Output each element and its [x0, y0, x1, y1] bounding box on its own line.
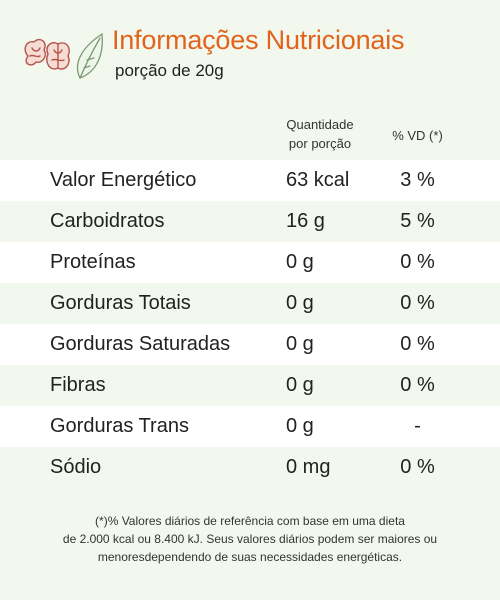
nutrient-daily-value: 0 % — [400, 374, 435, 396]
table-row: Gorduras Saturadas 0 g 0 % — [0, 324, 500, 365]
nutrient-quantity: 0 g — [286, 333, 314, 355]
table-row: Carboidratos 16 g 5 % — [0, 201, 500, 242]
footnote-line: de 2.000 kcal ou 8.400 kJ. Seus valores … — [62, 532, 438, 546]
nutrient-name: Sódio — [50, 456, 102, 478]
quantity-header-line1: Quantidade — [286, 117, 354, 132]
nutrient-quantity: 0 g — [286, 374, 314, 396]
nutrient-quantity: 0 mg — [286, 456, 331, 478]
nutrient-daily-value: 0 % — [400, 456, 435, 478]
table-row: Gorduras Trans 0 g - — [0, 406, 500, 447]
footnote-line: (*)% Valores diários de referência com b… — [95, 514, 405, 528]
page-title: Informações Nutricionais — [112, 25, 405, 55]
nutrition-table: Valor Energético 63 kcal 3 % Carboidrato… — [0, 160, 500, 488]
table-row: Valor Energético 63 kcal 3 % — [0, 160, 500, 201]
nutrient-daily-value: 3 % — [400, 169, 435, 191]
footnote-line: menoresdependendo de suas necessidades e… — [97, 550, 403, 564]
nutrient-quantity: 0 g — [286, 292, 314, 314]
nutrient-daily-value: 0 % — [400, 292, 435, 314]
nutrient-name: Carboidratos — [50, 210, 165, 232]
table-row: Proteínas 0 g 0 % — [0, 242, 500, 283]
nutrient-name: Fibras — [50, 374, 106, 396]
quantity-header-line2: por porção — [288, 136, 352, 151]
nutrient-quantity: 63 kcal — [286, 169, 350, 191]
table-row: Sódio 0 mg 0 % — [0, 447, 500, 488]
nuts-and-leaf-icon — [24, 32, 103, 79]
table-row: Gorduras Totais 0 g 0 % — [0, 283, 500, 324]
nutrient-quantity: 0 g — [286, 415, 314, 437]
nutrient-name: Proteínas — [50, 251, 136, 273]
nutrient-daily-value: 0 % — [400, 333, 435, 355]
table-row: Fibras 0 g 0 % — [0, 365, 500, 406]
nutrient-name: Gorduras Trans — [50, 415, 189, 437]
quantity-column-header: Quantidade por porção — [270, 115, 370, 153]
footnote: (*)% Valores diários de referência com b… — [20, 512, 480, 566]
nutrient-quantity: 0 g — [286, 251, 314, 273]
daily-value-column-header: % VD (*) — [392, 128, 443, 143]
nutrient-daily-value: 0 % — [400, 251, 435, 273]
nutrient-name: Valor Energético — [50, 169, 197, 191]
nutrient-name: Gorduras Saturadas — [50, 333, 231, 355]
nutrient-quantity: 16 g — [286, 210, 325, 232]
serving-size: porção de 20g — [115, 61, 224, 80]
nutrient-daily-value: - — [414, 415, 421, 437]
nutrient-daily-value: 5 % — [400, 210, 435, 232]
nutrient-name: Gorduras Totais — [50, 292, 191, 314]
